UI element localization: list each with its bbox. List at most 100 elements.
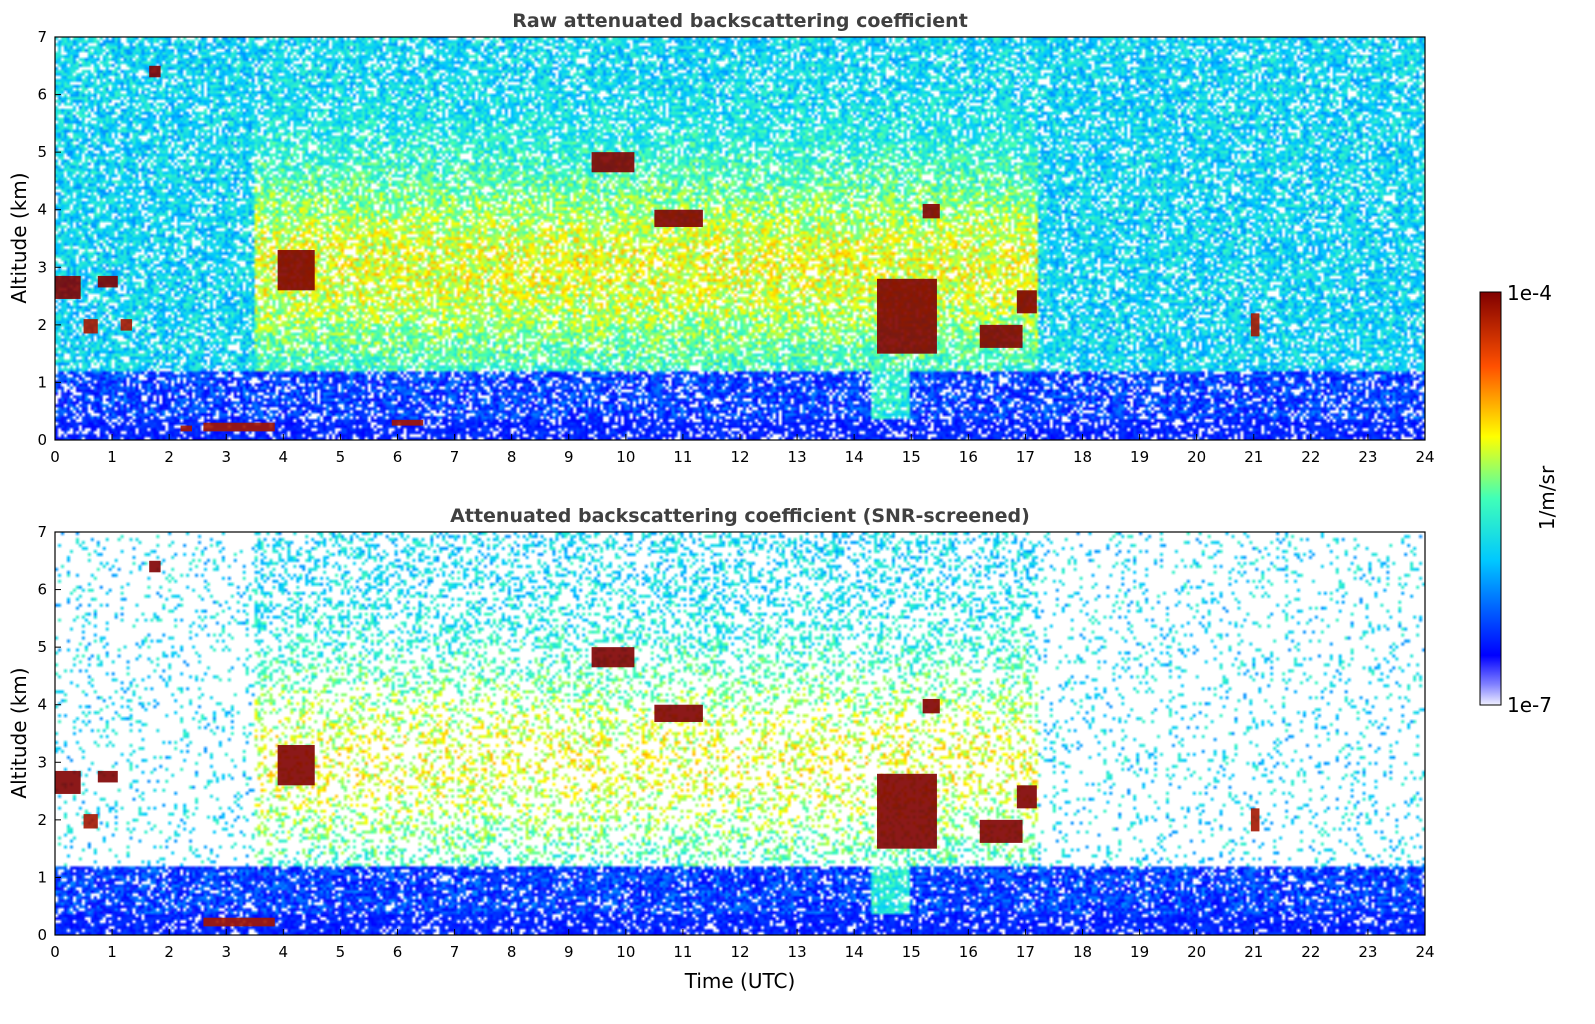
x-tick-label: 15 xyxy=(902,448,921,466)
colorbar xyxy=(1479,291,1502,706)
heatmap-texture xyxy=(55,532,1425,935)
cloud-feature-3 xyxy=(120,319,133,331)
x-tick-label: 8 xyxy=(507,448,517,466)
colorbar-label: 1/m/sr xyxy=(1535,465,1559,530)
cloud-feature-8 xyxy=(391,419,424,426)
y-tick-label: 0 xyxy=(37,926,47,944)
panel1-ylabel: Altitude (km) xyxy=(7,172,31,303)
x-tick-label: 22 xyxy=(1301,448,1320,466)
x-tick-label: 24 xyxy=(1415,448,1434,466)
x-tick-label: 1 xyxy=(107,943,117,961)
cloud-feature-2 xyxy=(83,319,98,334)
cloud-feature-2 xyxy=(83,814,98,829)
cloud-feature-4 xyxy=(149,65,161,78)
colorbar-min-label: 1e-7 xyxy=(1507,693,1552,717)
x-tick-label: 5 xyxy=(336,448,346,466)
x-tick-label: 21 xyxy=(1244,943,1263,961)
x-tick-label: 19 xyxy=(1130,943,1149,961)
x-tick-label: 9 xyxy=(564,448,574,466)
x-tick-label: 13 xyxy=(788,448,807,466)
x-tick-label: 14 xyxy=(845,448,864,466)
x-tick-label: 0 xyxy=(50,448,60,466)
cloud-feature-5 xyxy=(180,425,192,432)
cloud-feature-6 xyxy=(203,422,275,432)
cloud-feature-8 xyxy=(877,773,937,849)
x-tick-label: 20 xyxy=(1187,448,1206,466)
y-tick-label: 4 xyxy=(37,201,47,219)
cloud-feature-11 xyxy=(1016,785,1037,809)
y-tick-label: 5 xyxy=(37,143,47,161)
cloud-feature-9 xyxy=(922,698,940,714)
x-tick-label: 4 xyxy=(279,448,289,466)
cloud-feature-13 xyxy=(979,324,1023,348)
cloud-feature-11 xyxy=(877,278,937,354)
panel1-ticks: 0 1 2 3 4 5 6 7 8 9 10 11 12 13 14 15 16 17 18 19 20 21 22 23 24… xyxy=(37,28,1434,466)
x-tick-label: 12 xyxy=(730,943,749,961)
x-tick-label: 14 xyxy=(845,943,864,961)
panel2-xlabel: Time (UTC) xyxy=(684,969,796,993)
y-tick-label: 6 xyxy=(37,86,47,104)
x-tick-label: 23 xyxy=(1358,448,1377,466)
y-tick-label: 1 xyxy=(37,868,47,886)
x-tick-label: 6 xyxy=(393,448,403,466)
cloud-feature-7 xyxy=(654,704,703,722)
x-tick-label: 4 xyxy=(279,943,289,961)
x-tick-label: 1 xyxy=(107,448,117,466)
y-tick-label: 5 xyxy=(37,638,47,656)
y-tick-label: 3 xyxy=(37,753,47,771)
x-tick-label: 12 xyxy=(730,448,749,466)
panel2-ylabel: Altitude (km) xyxy=(7,667,31,798)
x-tick-label: 3 xyxy=(221,943,231,961)
cloud-feature-6 xyxy=(591,647,635,668)
cloud-feature-10 xyxy=(654,209,703,227)
y-tick-label: 6 xyxy=(37,581,47,599)
x-tick-label: 11 xyxy=(673,943,692,961)
x-tick-label: 23 xyxy=(1358,943,1377,961)
x-tick-label: 17 xyxy=(1016,448,1035,466)
cloud-feature-10 xyxy=(979,819,1023,843)
x-tick-label: 10 xyxy=(616,448,635,466)
x-tick-label: 20 xyxy=(1187,943,1206,961)
panel2-heatmap xyxy=(55,532,1425,935)
x-tick-label: 5 xyxy=(336,943,346,961)
cloud-feature-9 xyxy=(591,152,635,173)
x-tick-label: 15 xyxy=(902,943,921,961)
cloud-feature-15 xyxy=(1250,313,1260,337)
cloud-feature-7 xyxy=(277,250,315,291)
x-tick-label: 16 xyxy=(959,448,978,466)
x-tick-label: 6 xyxy=(393,943,403,961)
x-tick-label: 24 xyxy=(1415,943,1434,961)
y-tick-label: 3 xyxy=(37,258,47,276)
y-tick-label: 7 xyxy=(37,28,47,46)
x-tick-label: 22 xyxy=(1301,943,1320,961)
x-tick-label: 19 xyxy=(1130,448,1149,466)
x-tick-label: 3 xyxy=(221,448,231,466)
heatmap-texture xyxy=(55,37,1425,440)
x-tick-label: 17 xyxy=(1016,943,1035,961)
y-tick-label: 7 xyxy=(37,523,47,541)
panel2-ticks: 0 1 2 3 4 5 6 7 8 9 10 11 12 13 14 15 16 17 18 19 20 21 22 23 24… xyxy=(37,523,1434,961)
y-tick-label: 4 xyxy=(37,696,47,714)
cloud-feature-14 xyxy=(1016,290,1037,314)
x-tick-label: 9 xyxy=(564,943,574,961)
x-tick-label: 11 xyxy=(673,448,692,466)
cloud-feature-4 xyxy=(203,917,275,927)
x-tick-label: 21 xyxy=(1244,448,1263,466)
cloud-feature-12 xyxy=(1250,808,1260,832)
cloud-feature-0 xyxy=(55,770,81,794)
x-tick-label: 0 xyxy=(50,943,60,961)
panel2-title: Attenuated backscattering coefficient (S… xyxy=(450,505,1030,527)
x-tick-label: 18 xyxy=(1073,943,1092,961)
x-tick-label: 8 xyxy=(507,943,517,961)
x-tick-label: 2 xyxy=(164,448,174,466)
y-tick-label: 2 xyxy=(37,811,47,829)
y-tick-label: 2 xyxy=(37,316,47,334)
cloud-feature-0 xyxy=(55,275,81,299)
x-tick-label: 2 xyxy=(164,943,174,961)
x-tick-label: 13 xyxy=(788,943,807,961)
cloud-feature-1 xyxy=(97,770,118,783)
x-tick-label: 7 xyxy=(450,448,460,466)
cloud-feature-5 xyxy=(277,745,315,786)
